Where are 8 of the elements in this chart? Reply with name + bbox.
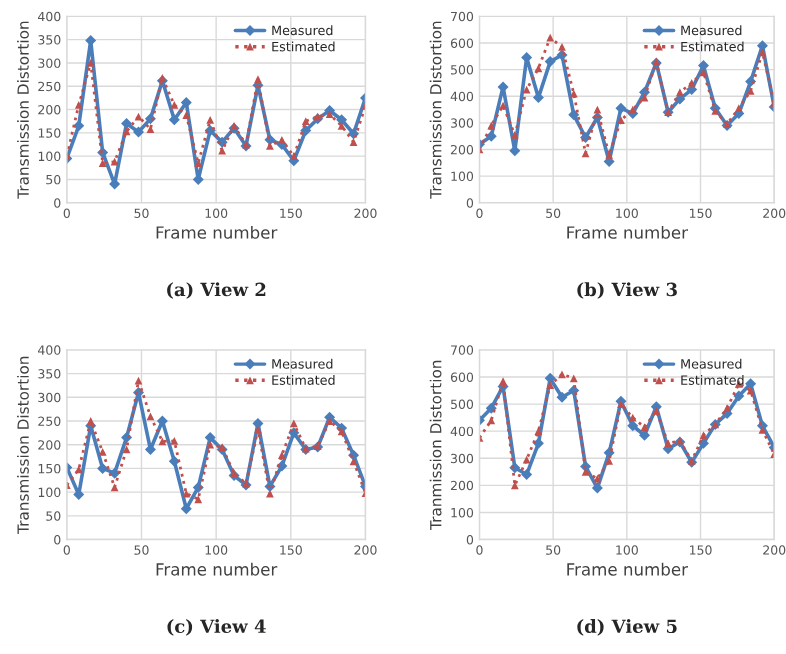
- x-axis-title: Frame number: [567, 225, 688, 239]
- text: (c) View 4: [167, 619, 266, 636]
- x-axis-title: Frame number: [156, 225, 278, 239]
- text: (b) View 3: [577, 282, 677, 299]
- text: (a) View 2: [167, 282, 266, 299]
- x-axis-title: Frame number: [567, 562, 688, 576]
- x-axis-title: Frame number: [156, 562, 278, 576]
- text: (d) View 5: [577, 619, 677, 636]
